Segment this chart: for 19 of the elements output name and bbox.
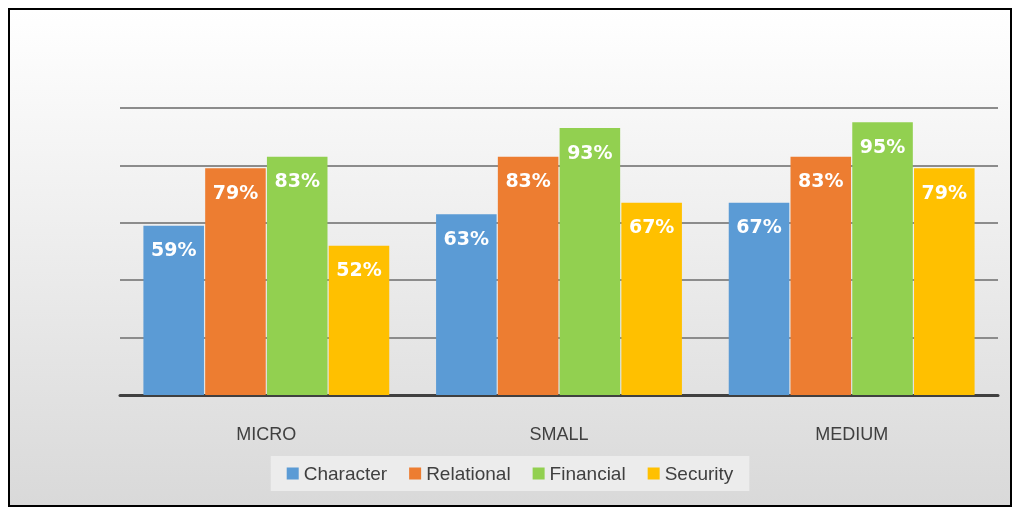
x-tick-label: MEDIUM bbox=[815, 424, 889, 444]
data-label: 67% bbox=[628, 215, 675, 238]
legend-label: Security bbox=[664, 463, 734, 484]
data-label: 93% bbox=[567, 140, 613, 163]
data-label: 83% bbox=[505, 169, 551, 192]
data-label: 59% bbox=[150, 238, 197, 261]
data-label: 83% bbox=[274, 169, 320, 192]
data-label: 79% bbox=[212, 180, 259, 203]
data-label: 52% bbox=[336, 258, 382, 281]
data-label: 79% bbox=[921, 180, 968, 203]
legend-label: Relational bbox=[426, 463, 511, 484]
data-label: 67% bbox=[736, 215, 782, 238]
data-label: 95% bbox=[859, 134, 906, 157]
data-label: 83% bbox=[798, 169, 844, 192]
x-tick-label: MICRO bbox=[236, 424, 297, 444]
legend-label: Financial bbox=[549, 463, 626, 484]
data-label: 63% bbox=[443, 226, 490, 249]
x-tick-label: SMALL bbox=[529, 424, 589, 444]
legend-label: Character bbox=[303, 463, 388, 484]
